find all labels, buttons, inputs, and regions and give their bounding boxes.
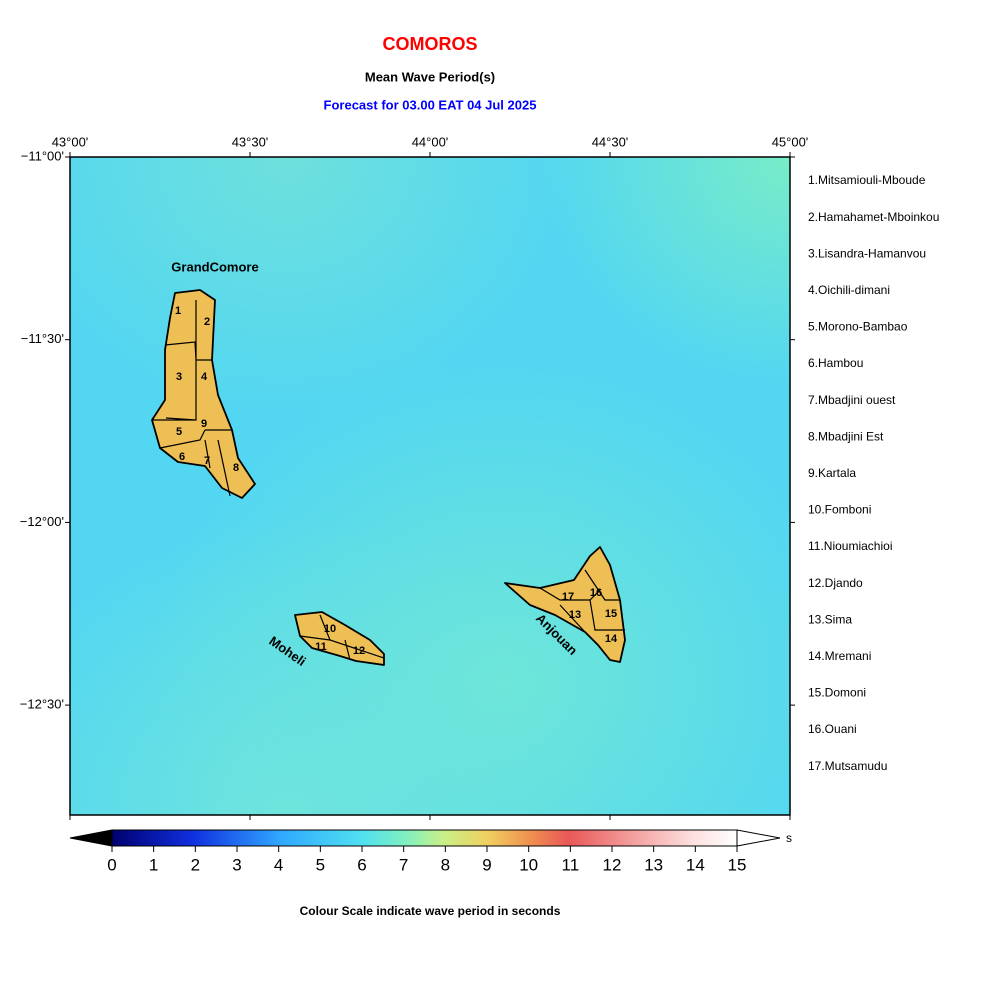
colorbar-tick-label: 13 xyxy=(644,855,663,874)
forecast: Forecast for 03.00 EAT 04 Jul 2025 xyxy=(324,97,537,112)
region-number: 10 xyxy=(324,623,336,635)
region-number: 13 xyxy=(569,609,581,621)
colorbar-min-arrow xyxy=(69,829,113,847)
district-legend-entry: 10.Fomboni xyxy=(808,503,871,517)
district-legend-entry: 4.Oichili-dimani xyxy=(808,283,890,297)
region-number: 8 xyxy=(233,462,239,474)
colorbar-caption: Colour Scale indicate wave period in sec… xyxy=(300,904,561,918)
region-number: 15 xyxy=(605,608,617,620)
district-legend-entry: 8.Mbadjini Est xyxy=(808,429,884,443)
colorbar-tick-label: 11 xyxy=(562,855,580,874)
colorbar-unit: s xyxy=(786,831,792,845)
region-number: 16 xyxy=(590,587,602,599)
district-legend-entry: 13.Sima xyxy=(808,612,852,626)
colorbar-tick-label: 15 xyxy=(728,855,747,874)
subtitle: Mean Wave Period(s) xyxy=(365,69,495,84)
district-border xyxy=(539,569,625,633)
region-number: 12 xyxy=(353,645,365,657)
colorbar-tick-label: 7 xyxy=(399,855,408,874)
x-tick-label: 45°00' xyxy=(772,134,809,149)
x-tick-label: 43°30' xyxy=(232,134,269,149)
x-tick-label: 44°30' xyxy=(592,134,629,149)
region-number: 4 xyxy=(201,371,208,383)
district-border xyxy=(152,300,232,497)
district-border xyxy=(299,614,385,661)
district-legend-entry: 9.Kartala xyxy=(808,466,856,480)
colorbar-tick-label: 3 xyxy=(232,855,241,874)
region-number: 11 xyxy=(315,641,327,653)
region-number: 1 xyxy=(175,305,181,317)
colorbar: 0 1 2 3 4 5 6 7 8 9 10 11 12 13 14 15 s Colour Scale in… xyxy=(69,829,792,918)
colorbar-tick-label: 6 xyxy=(357,855,366,874)
island xyxy=(294,611,385,666)
district-legend-entry: 5.Morono-Bambao xyxy=(808,320,908,334)
district-legend-entry: 12.Djando xyxy=(808,576,863,590)
district-legend-entry: 17.Mutsamudu xyxy=(808,759,887,773)
sea-shade xyxy=(70,157,790,815)
colorbar-tick-label: 9 xyxy=(482,855,491,874)
colorbar-tick-label: 8 xyxy=(441,855,450,874)
region-number: 9 xyxy=(201,418,207,430)
colorbar-tick-label: 5 xyxy=(316,855,325,874)
district-legend-entry: 3.Lisandra-Hamanvou xyxy=(808,246,926,260)
district-legend-entry: 1.Mitsamiouli-Mboude xyxy=(808,173,926,187)
region-number: 7 xyxy=(204,455,210,467)
colorbar-tick-label: 0 xyxy=(107,855,116,874)
region-number: 6 xyxy=(179,451,185,463)
colorbar-tick-label: 12 xyxy=(603,855,622,874)
x-tick-label: 44°00' xyxy=(412,134,449,149)
y-tick-label: −12°30' xyxy=(20,697,64,712)
colorbar-tick-label: 14 xyxy=(686,855,705,874)
y-tick-label: −12°00' xyxy=(20,514,64,529)
district-legend-entry: 7.Mbadjini ouest xyxy=(808,393,896,407)
district-legend-entry: 2.Hamahamet-Mboinkou xyxy=(808,210,939,224)
region-number: 17 xyxy=(562,591,574,603)
colorbar-tick-label: 2 xyxy=(191,855,200,874)
colorbar-scale xyxy=(111,829,738,847)
x-tick-label: 43°00' xyxy=(52,134,89,149)
island xyxy=(504,546,626,663)
title: COMOROS xyxy=(382,34,477,54)
island-name: GrandComore xyxy=(171,259,258,274)
region-number: 2 xyxy=(204,316,210,328)
island xyxy=(151,289,256,499)
region-number: 5 xyxy=(176,426,182,438)
district-legend-entry: 15.Domoni xyxy=(808,686,866,700)
colorbar-tick-label: 1 xyxy=(149,855,158,874)
district-legend-entry: 16.Ouani xyxy=(808,722,857,736)
district-legend-entry: 6.Hambou xyxy=(808,356,863,370)
y-tick-label: −11°30' xyxy=(21,331,64,346)
district-legend-entry: 14.Mremani xyxy=(808,649,871,663)
colorbar-max-arrow xyxy=(736,829,781,847)
y-tick-label: −11°00' xyxy=(21,148,64,163)
colorbar-tick-label: 4 xyxy=(274,855,283,874)
district-legend-entry: 11.Nioumiachioi xyxy=(808,539,893,553)
region-number: 3 xyxy=(176,371,182,383)
colorbar-tick-label: 10 xyxy=(519,855,538,874)
region-number: 14 xyxy=(605,633,618,645)
